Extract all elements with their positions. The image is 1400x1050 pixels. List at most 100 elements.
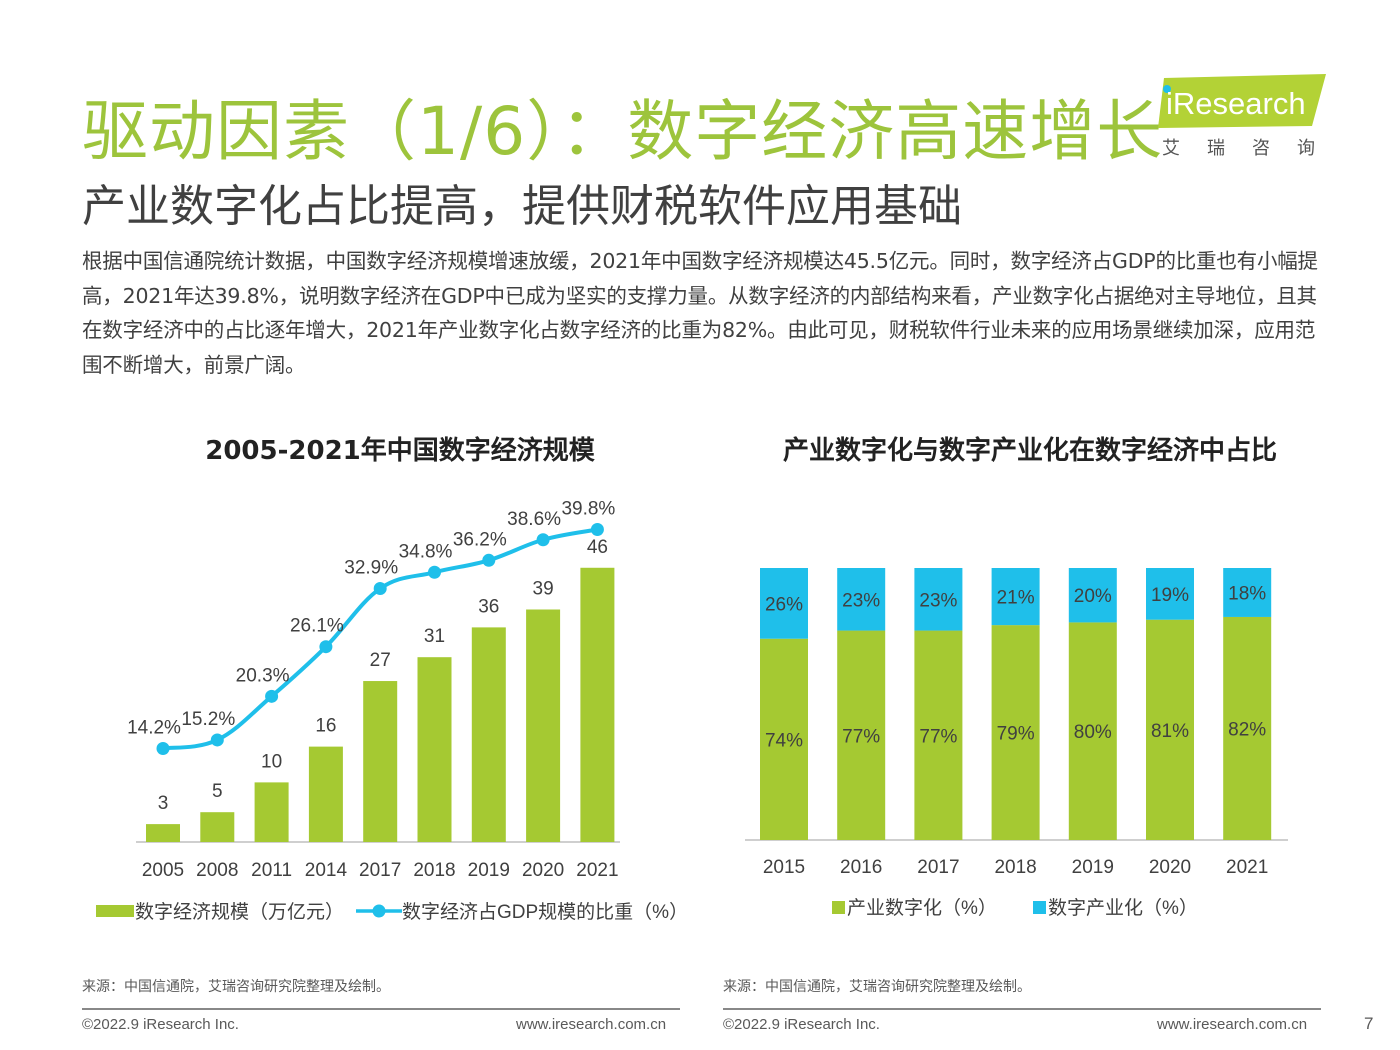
line-point-2019 [482, 553, 496, 567]
value-label-industrial-digitalization-2015: 74% [765, 730, 803, 751]
value-label-digital-industrialization-2018: 21% [997, 588, 1035, 609]
line-value-label-2005: 14.2% [127, 718, 181, 739]
bar-digital-industrialization-2019 [1068, 568, 1117, 623]
bar-value-label-2020: 39 [533, 579, 554, 600]
value-label-industrial-digitalization-2020: 81% [1151, 721, 1189, 742]
line-value-label-2011: 20.3% [236, 665, 290, 686]
chart1-source: 来源：中国信通院，艾瑞咨询研究院整理及绘制。 [82, 979, 390, 995]
bar-2008 [200, 812, 235, 842]
legend-swatch-bars [96, 905, 134, 917]
bar-2017 [363, 681, 398, 842]
bar-2005 [146, 824, 180, 842]
line-value-label-2008: 15.2% [181, 709, 235, 730]
value-label-industrial-digitalization-2018: 79% [997, 724, 1035, 745]
x-tick-label-2015: 2015 [763, 857, 805, 878]
x-tick-label-2008: 2008 [196, 860, 238, 881]
footer-url-right[interactable]: www.iresearch.com.cn [1157, 1016, 1308, 1033]
legend-label-gdp-share: 数字经济占GDP规模的比重（%） [402, 901, 688, 923]
bar-industrial-digitalization-2016 [837, 630, 886, 840]
bar-industrial-digitalization-2018 [991, 625, 1040, 840]
value-label-industrial-digitalization-2016: 77% [842, 726, 880, 747]
line-point-2011 [265, 689, 279, 703]
page-number: 7 [1364, 1014, 1374, 1033]
bar-industrial-digitalization-2019 [1068, 622, 1117, 840]
x-tick-label-2019: 2019 [1072, 857, 1114, 878]
bar-digital-industrialization-2016 [837, 568, 886, 631]
chart2-source: 来源：中国信通院，艾瑞咨询研究院整理及绘制。 [723, 979, 1031, 995]
page-subtitle: 产业数字化占比提高，提供财税软件应用基础 [82, 181, 962, 232]
legend-swatch-industrial-digitalization [832, 901, 845, 914]
bar-2021 [580, 567, 615, 842]
legend-label-digital-industrialization: 数字产业化（%） [1048, 897, 1198, 919]
digital-economy-scale-chart: 3 2005 5 2008 10 2011 16 2014 27 2017 31 2018 36 2019… [96, 498, 688, 923]
value-label-industrial-digitalization-2021: 82% [1228, 719, 1266, 740]
footer-copyright-left: ©2022.9 iResearch Inc. [82, 1016, 239, 1033]
line-value-label-2017: 32.9% [344, 558, 398, 579]
bar-digital-industrialization-2021 [1223, 568, 1272, 617]
bar-digital-industrialization-2020 [1146, 568, 1194, 620]
x-tick-label-2017: 2017 [359, 860, 401, 881]
value-label-digital-industrialization-2017: 23% [919, 590, 957, 611]
logo-badge [1158, 74, 1326, 128]
legend-label-bars: 数字经济规模（万亿元） [135, 901, 344, 923]
value-label-industrial-digitalization-2017: 77% [919, 726, 957, 747]
value-label-digital-industrialization-2021: 18% [1228, 583, 1266, 604]
footer-url-left[interactable]: www.iresearch.com.cn [516, 1016, 667, 1033]
x-tick-label-2016: 2016 [840, 857, 882, 878]
chart2-title: 产业数字化与数字产业化在数字经济中占比 [782, 436, 1277, 466]
bar-value-label-2014: 16 [315, 716, 336, 737]
value-label-digital-industrialization-2016: 23% [842, 590, 880, 611]
value-label-digital-industrialization-2019: 20% [1074, 586, 1112, 607]
x-tick-label-2017: 2017 [917, 857, 959, 878]
line-point-2021 [590, 522, 604, 536]
value-label-digital-industrialization-2015: 26% [765, 594, 803, 615]
bar-industrial-digitalization-2015 [760, 638, 808, 840]
x-tick-label-2021: 2021 [1226, 857, 1268, 878]
line-point-2005 [156, 742, 170, 756]
chart1-title: 2005-2021年中国数字经济规模 [205, 436, 595, 466]
logo-tagline: 艾瑞咨询 [1162, 138, 1342, 159]
x-tick-label-2020: 2020 [522, 860, 564, 881]
page-title: 驱动因素（1/6）：数字经济高速增长 [82, 93, 1164, 170]
value-label-industrial-digitalization-2019: 80% [1074, 722, 1112, 743]
line-point-2017 [373, 582, 387, 596]
x-tick-label-2020: 2020 [1149, 857, 1191, 878]
bar-2019 [471, 627, 506, 842]
bar-value-label-2008: 5 [212, 781, 223, 802]
footer-divider-right [723, 1008, 1321, 1010]
bar-digital-industrialization-2017 [914, 568, 963, 631]
bar-value-label-2018: 31 [424, 626, 445, 647]
legend-marker-gdp-share [372, 904, 386, 918]
line-value-label-2021: 39.8% [561, 498, 615, 519]
bar-value-label-2021: 46 [587, 537, 608, 558]
legend-label-industrial-digitalization: 产业数字化（%） [847, 897, 997, 919]
line-value-label-2014: 26.1% [290, 616, 344, 637]
digitalization-share-chart: 74% 26% 2015 77% 23% 2016 77% 23% 2017 79% 21% 2018… [745, 568, 1288, 919]
x-tick-label-2018: 2018 [994, 857, 1036, 878]
line-point-2014 [319, 640, 333, 654]
x-tick-label-2011: 2011 [251, 860, 292, 881]
line-value-label-2018: 34.8% [399, 541, 453, 562]
bar-digital-industrialization-2015 [760, 568, 808, 639]
line-point-2018 [428, 565, 441, 579]
line-value-label-2019: 36.2% [453, 529, 507, 550]
bar-2020 [526, 609, 561, 842]
bar-industrial-digitalization-2020 [1146, 619, 1194, 840]
bar-value-label-2005: 3 [158, 793, 169, 814]
x-tick-label-2021: 2021 [576, 860, 618, 881]
bar-2011 [254, 782, 289, 842]
intro-paragraph: 根据中国信通院统计数据，中国数字经济规模增速放缓，2021年中国数字经济规模达4… [82, 249, 1318, 377]
bar-digital-industrialization-2018 [991, 568, 1040, 626]
bar-value-label-2019: 36 [478, 596, 499, 617]
iresearch-logo: iResearch 艾瑞咨询 [1158, 72, 1338, 162]
line-point-2008 [210, 733, 224, 747]
bar-value-label-2017: 27 [370, 650, 391, 671]
x-tick-label-2019: 2019 [468, 860, 510, 881]
logo-brand-i: i [1166, 86, 1173, 121]
legend-swatch-digital-industrialization [1033, 901, 1046, 914]
value-label-digital-industrialization-2020: 19% [1151, 585, 1189, 606]
footer-copyright-right: ©2022.9 iResearch Inc. [723, 1016, 880, 1033]
footer-divider-left [82, 1008, 680, 1010]
line-point-2020 [536, 533, 550, 547]
bar-2014 [308, 746, 343, 842]
